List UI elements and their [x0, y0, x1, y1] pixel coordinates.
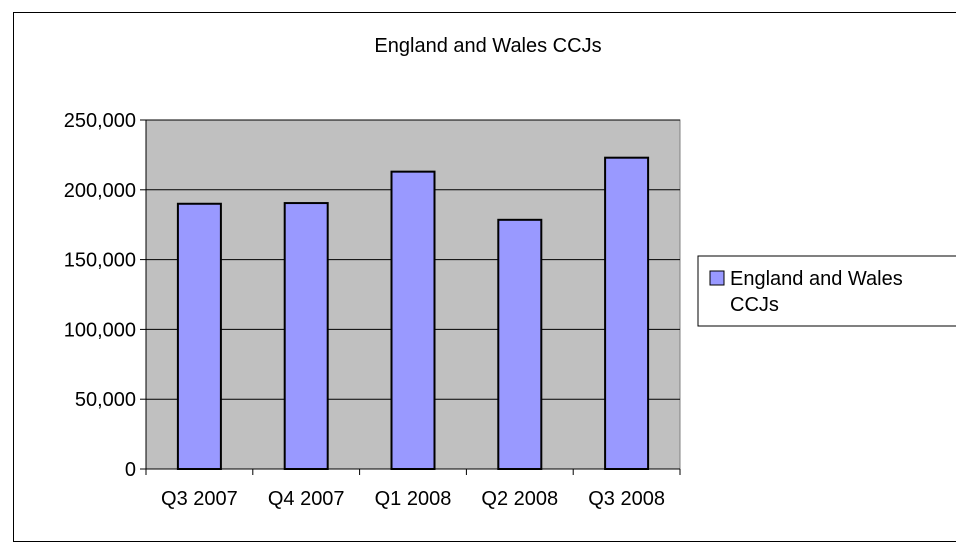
x-axis: Q3 2007 Q4 2007 Q1 2008 Q2 2008 Q3 2008	[145, 468, 681, 510]
chart-title: England and Wales CCJs	[374, 35, 601, 57]
x-tick-label: Q2 2008	[481, 488, 558, 510]
legend-swatch	[709, 270, 725, 286]
legend-label-line-2: CCJs	[730, 294, 779, 316]
y-tick-label: 100,000	[64, 319, 136, 341]
y-tick-label: 200,000	[64, 180, 136, 202]
y-tick-label: 250,000	[64, 110, 136, 132]
legend-label-line-1: England and Wales	[730, 268, 903, 290]
x-tick-label: Q4 2007	[268, 488, 345, 510]
y-axis: 0 50,000 100,000 150,000 200,000 250,000	[64, 110, 147, 481]
y-tick-label: 0	[125, 459, 136, 481]
bars	[176, 156, 650, 471]
bar	[176, 202, 222, 470]
x-tick-label: Q3 2007	[161, 488, 238, 510]
x-tick-label: Q3 2008	[588, 488, 665, 510]
bar	[497, 218, 543, 470]
bar	[283, 202, 329, 470]
legend-box	[697, 255, 956, 327]
bar	[604, 156, 650, 471]
bar	[390, 170, 436, 470]
y-tick-label: 50,000	[75, 389, 136, 411]
y-tick-label: 150,000	[64, 250, 136, 272]
x-tick-label: Q1 2008	[375, 488, 452, 510]
legend: England and Wales CCJs	[697, 255, 956, 327]
